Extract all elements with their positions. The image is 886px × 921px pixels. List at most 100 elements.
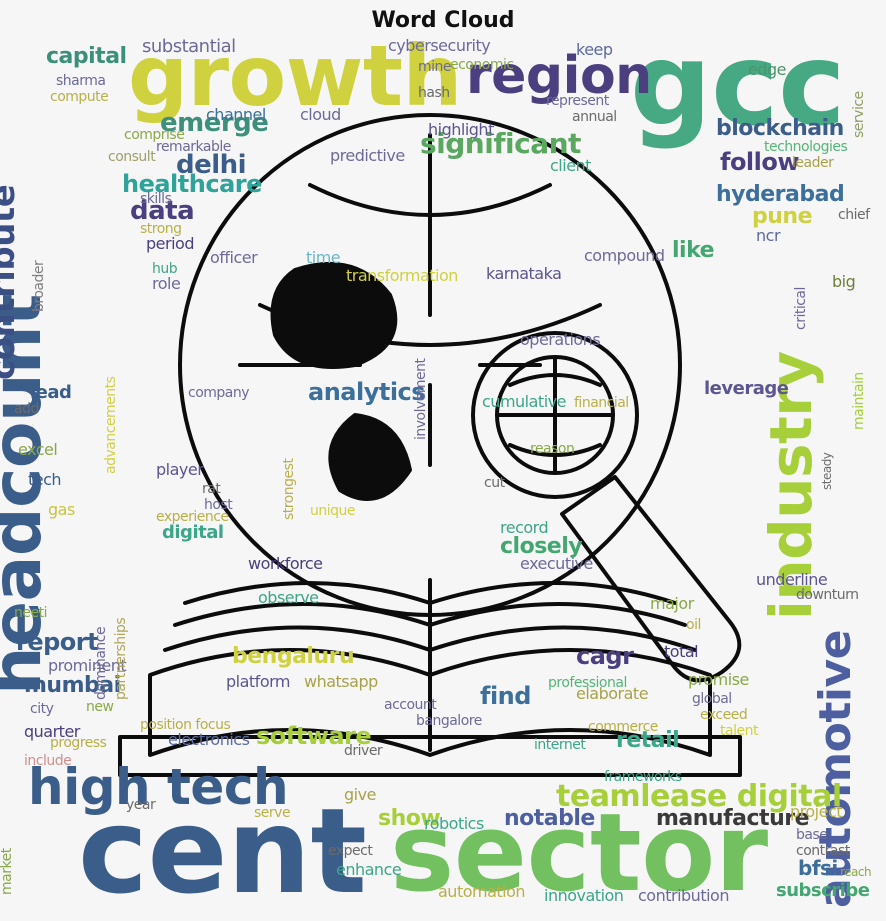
word-contribute: contribute bbox=[0, 185, 20, 380]
word-partnerships: partnerships bbox=[114, 618, 128, 700]
word-like: like bbox=[672, 240, 714, 262]
word-notable: notable bbox=[504, 808, 595, 830]
word-cloud: cloud bbox=[300, 107, 341, 123]
word-oil: oil bbox=[686, 618, 701, 632]
word-add: add bbox=[14, 402, 39, 416]
word-compound: compound bbox=[584, 248, 665, 264]
word-player: player bbox=[156, 462, 203, 478]
word-involvement: involvement bbox=[414, 358, 428, 440]
word-position-focus: position focus bbox=[140, 718, 230, 732]
word-ncr: ncr bbox=[756, 228, 780, 244]
word-report: report bbox=[16, 630, 98, 654]
word-new: new bbox=[86, 700, 113, 714]
word-give: give bbox=[344, 787, 376, 803]
word-maintain: maintain bbox=[852, 372, 866, 430]
word-promise: promise bbox=[688, 672, 749, 688]
word-subscribe: subscribe bbox=[776, 882, 869, 900]
word-cut: cut bbox=[484, 476, 505, 490]
word-elaborate: elaborate bbox=[576, 686, 648, 702]
word-whatsapp: whatsapp bbox=[304, 674, 378, 690]
word-broader: broader bbox=[32, 261, 46, 312]
word-lead: lead bbox=[30, 384, 71, 402]
word-include: include bbox=[24, 754, 71, 768]
word-pune: pune bbox=[752, 206, 812, 228]
word-underline: underline bbox=[756, 572, 827, 588]
word-expect: expect bbox=[328, 844, 372, 858]
word-platform: platform bbox=[226, 674, 290, 690]
word-manufacture: manufacture bbox=[656, 808, 809, 830]
word-software: software bbox=[256, 724, 371, 748]
word-total: total bbox=[664, 644, 698, 660]
word-reach: reach bbox=[840, 866, 871, 878]
word-find: find bbox=[480, 684, 531, 708]
word-big: big bbox=[832, 274, 855, 290]
word-annual: annual bbox=[572, 110, 617, 124]
word-economic: economic bbox=[450, 58, 514, 72]
word-hyderabad: hyderabad bbox=[716, 184, 844, 206]
word-keep: keep bbox=[576, 42, 613, 58]
word-exceed: exceed bbox=[700, 708, 747, 722]
word-consult: consult bbox=[108, 150, 155, 164]
word-dominance: dominance bbox=[94, 627, 108, 700]
word-market: market bbox=[0, 848, 14, 895]
word-reason: reason bbox=[530, 442, 574, 456]
word-company: company bbox=[188, 386, 249, 400]
word-talent: talent bbox=[720, 724, 758, 738]
word-client: client bbox=[550, 158, 591, 174]
word-period: period bbox=[146, 236, 194, 252]
word-compute: compute bbox=[50, 90, 108, 104]
word-serve: serve bbox=[254, 806, 290, 820]
word-high-tech: high tech bbox=[28, 762, 288, 812]
word-unique: unique bbox=[310, 504, 355, 518]
word-contribution: contribution bbox=[638, 888, 729, 904]
word-technologies: technologies bbox=[764, 140, 847, 154]
word-analytics: analytics bbox=[308, 380, 425, 404]
word-blockchain: blockchain bbox=[716, 118, 844, 140]
word-highlight: highlight bbox=[428, 122, 494, 138]
wordcloud-canvas: Word Cloud ce bbox=[0, 0, 886, 921]
word-strongest: strongest bbox=[282, 459, 296, 520]
word-year: year bbox=[126, 798, 155, 812]
word-executive: executive bbox=[520, 556, 593, 572]
word-leader: leader bbox=[792, 156, 833, 170]
word-role: role bbox=[152, 276, 180, 292]
word-internet: internet bbox=[534, 738, 585, 752]
word-gas: gas bbox=[48, 502, 75, 518]
word-workforce: workforce bbox=[248, 556, 323, 572]
word-time: time bbox=[306, 250, 340, 266]
word-base: base bbox=[796, 828, 827, 842]
word-capital: capital bbox=[46, 46, 127, 68]
word-global: global bbox=[692, 692, 732, 706]
word-downturn: downturn bbox=[796, 588, 859, 602]
word-substantial: substantial bbox=[142, 38, 236, 56]
word-digital: digital bbox=[162, 524, 224, 542]
word-observe: observe bbox=[258, 590, 319, 606]
mask-outline bbox=[110, 105, 780, 785]
word-city: city bbox=[30, 702, 53, 716]
word-tech: tech bbox=[28, 472, 61, 488]
word-project: project bbox=[790, 804, 842, 820]
word-financial: financial bbox=[574, 396, 629, 410]
word-karnataka: karnataka bbox=[486, 266, 561, 282]
word-cybersecurity: cybersecurity bbox=[388, 38, 490, 54]
word-sharma: sharma bbox=[56, 74, 105, 88]
word-enhance: enhance bbox=[336, 862, 401, 878]
word-electronics: electronics bbox=[168, 732, 249, 748]
word-hash: hash bbox=[418, 86, 450, 100]
word-edge: edge bbox=[748, 62, 786, 78]
word-critical: critical bbox=[794, 287, 808, 330]
word-transformation: transformation bbox=[346, 268, 458, 284]
word-progress: progress bbox=[50, 736, 106, 750]
word-comprise: comprise bbox=[124, 128, 184, 142]
word-operations: operations bbox=[520, 332, 600, 348]
word-bangalore: bangalore bbox=[416, 714, 482, 728]
word-automation: automation bbox=[438, 884, 525, 900]
word-hub: hub bbox=[152, 262, 177, 276]
word-leverage: leverage bbox=[704, 380, 788, 398]
word-bengaluru: bengaluru bbox=[232, 646, 354, 668]
word-major: major bbox=[650, 596, 694, 612]
word-excel: excel bbox=[18, 442, 57, 458]
word-service: service bbox=[852, 91, 866, 138]
word-mine: mine bbox=[418, 60, 451, 74]
word-innovation: innovation bbox=[544, 888, 623, 904]
